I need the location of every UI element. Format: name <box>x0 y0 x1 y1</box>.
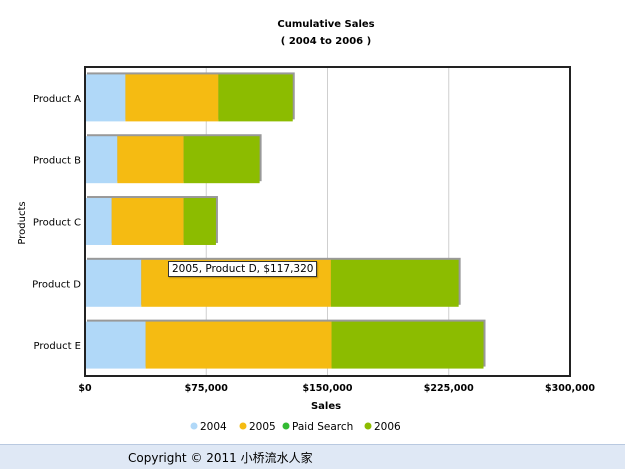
plot-border <box>84 66 571 377</box>
bar-segment <box>218 74 293 122</box>
legend-label: 2005 <box>249 421 276 433</box>
chart-title: Cumulative Sales <box>277 19 374 30</box>
legend: 2004 2005 Paid Search 2006 <box>190 421 401 433</box>
y-tick-label: Product B <box>33 156 81 167</box>
bar-segment <box>85 136 118 184</box>
y-tick-label: Product D <box>32 279 81 290</box>
x-tick-label: $225,000 <box>424 383 474 394</box>
bar-segment <box>183 136 260 184</box>
bar-segment <box>145 321 332 369</box>
footer-bar: Copyright © 2011 小桥流水人家 <box>0 444 625 469</box>
copyright-text: Copyright © 2011 小桥流水人家 <box>128 451 313 465</box>
cumulative-sales-chart: Cumulative Sales ( 2004 to 2006 ) Produc… <box>17 19 595 433</box>
legend-swatch <box>282 422 290 430</box>
legend-label: 2004 <box>200 421 227 433</box>
bar-segment <box>85 74 126 122</box>
legend-swatch <box>190 422 198 430</box>
legend-swatch <box>239 422 247 430</box>
y-axis-label: Products <box>17 201 28 244</box>
bar-segment <box>111 198 184 245</box>
tooltip-text: 2005, Product D, $117,320 <box>172 263 314 275</box>
bar-segment <box>85 321 146 369</box>
chart-subtitle: ( 2004 to 2006 ) <box>281 36 371 47</box>
bar-segment <box>85 198 112 245</box>
tooltip: 2005, Product D, $117,320 <box>168 261 318 277</box>
x-axis-label: Sales <box>311 401 341 412</box>
legend-label: 2006 <box>374 421 401 433</box>
y-tick-label: Product A <box>33 94 81 105</box>
bar-segment <box>330 259 459 307</box>
bar-segment <box>331 321 484 369</box>
bar-segment <box>85 259 142 307</box>
x-tick-label: $75,000 <box>185 383 229 394</box>
plot-area: Product A Product B Product C Product D Prod… <box>32 66 595 394</box>
bar-segment <box>183 198 216 245</box>
bar-segment <box>125 74 219 122</box>
legend-label: Paid Search <box>292 421 353 433</box>
x-tick-label: $0 <box>78 383 92 394</box>
y-tick-label: Product C <box>33 218 81 229</box>
x-tick-label: $300,000 <box>545 383 595 394</box>
bar-segment <box>117 136 184 184</box>
legend-swatch <box>364 422 372 430</box>
y-tick-label: Product E <box>34 341 81 352</box>
x-tick-label: $150,000 <box>303 383 353 394</box>
